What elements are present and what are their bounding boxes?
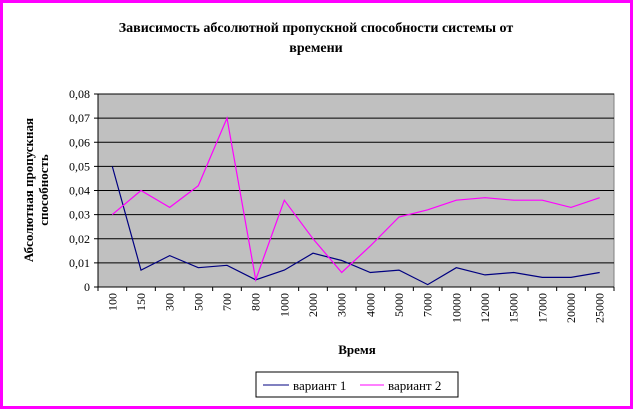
x-tick-label: 10000 [449, 293, 463, 323]
x-tick-label: 12000 [478, 293, 492, 323]
legend: вариант 1 вариант 2 [255, 371, 459, 398]
y-tick-label: 0,03 [69, 208, 90, 222]
y-tick-label: 0,06 [69, 135, 90, 149]
x-tick-label: 500 [191, 293, 205, 311]
x-tick-label: 300 [163, 293, 177, 311]
y-axis-title-line-1: Абсолютная пропускная [21, 118, 36, 262]
legend-label-series-2: вариант 2 [388, 378, 441, 393]
x-axis-title: Время [338, 342, 376, 357]
x-axis-ticks: 100 150 300 500 700 800 1000 2000 3000 4000 5000 70… [97, 286, 615, 323]
x-tick-label: 2000 [306, 293, 320, 317]
series-line-1 [111, 166, 600, 286]
y-tick-label: 0,08 [69, 87, 90, 101]
y-axis-title-line-2: способность [36, 154, 51, 226]
legend-label-series-1: вариант 1 [293, 378, 346, 393]
x-tick-label: 150 [134, 293, 148, 311]
x-tick-label: 100 [105, 293, 119, 311]
x-tick-label: 17000 [535, 293, 549, 323]
x-tick-label: 4000 [363, 293, 377, 317]
x-tick-label: 5000 [392, 293, 406, 317]
y-axis-ticks: 0 0,01 0,02 0,03 0,04 0,05 0,06 0,07 0,08 [69, 87, 99, 294]
x-tick-label: 20000 [564, 293, 578, 323]
series-lines [111, 116, 600, 286]
x-tick-label: 7000 [421, 293, 435, 317]
y-tick-label: 0,04 [69, 184, 90, 198]
gridlines [98, 93, 614, 264]
legend-box [255, 371, 459, 398]
y-tick-label: 0,01 [69, 256, 90, 270]
series-line-2 [111, 116, 600, 283]
x-tick-label: 15000 [507, 293, 521, 323]
x-tick-label: 800 [249, 293, 263, 311]
x-tick-label: 3000 [335, 293, 349, 317]
y-tick-label: 0,05 [69, 159, 90, 173]
y-tick-label: 0 [84, 280, 90, 294]
chart-title-line-1: Зависимость абсолютной пропускной способ… [119, 21, 514, 36]
x-tick-label: 700 [220, 293, 234, 311]
x-tick-label: 1000 [277, 293, 291, 317]
y-tick-label: 0,07 [69, 111, 90, 125]
chart-title-line-2: времени [289, 41, 342, 56]
x-tick-label: 25000 [593, 293, 607, 323]
y-tick-label: 0,02 [69, 232, 90, 246]
